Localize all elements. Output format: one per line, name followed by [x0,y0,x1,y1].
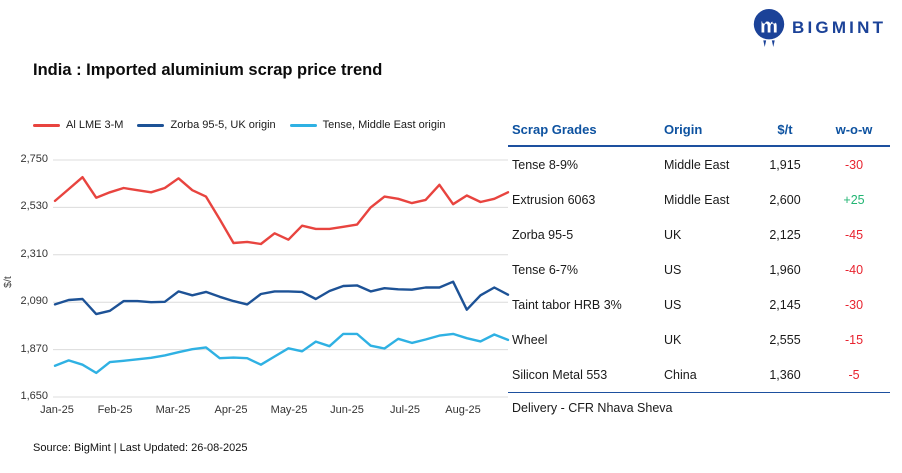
cell-grade: Tense 8-9% [512,157,579,172]
cell-grade: Wheel [512,332,548,347]
cell-wow-change: -30 [844,297,864,312]
source-note: Source: BigMint | Last Updated: 26-08-20… [33,442,248,454]
bigmint-monogram-icon: m [753,9,785,47]
cell-grade: Extrusion 6063 [512,192,596,207]
cell-price: 2,125 [769,227,801,242]
legend-swatch-icon [33,123,60,127]
table-row-6: Silicon Metal 553 China 1,360 -5 [508,357,890,392]
brand-name: BIGMINT [792,18,887,37]
cell-price: 1,960 [769,262,801,277]
cell-wow-change: -45 [844,227,864,242]
x-tick-label: Jun-25 [330,404,364,416]
cell-price: 2,600 [769,192,801,207]
legend-swatch-icon [289,123,317,127]
cell-origin: US [664,262,682,277]
x-tick-label: Jan-25 [40,404,74,416]
y-tick-label: 1,870 [20,342,48,355]
x-tick-label: Jul-25 [390,404,420,416]
y-tick-label: 2,750 [20,153,48,165]
cell-price: 2,145 [769,297,801,312]
table-row-5: Wheel UK 2,555 -15 [508,322,890,357]
x-tick-label: Apr-25 [214,404,248,416]
cell-wow-change: -5 [848,367,860,382]
svg-text:m: m [760,16,778,38]
cell-grade: Taint tabor HRB 3% [512,297,622,312]
price-trend-line-chart [53,159,510,398]
header-origin: Origin [664,122,703,137]
legend-swatch-icon [137,123,165,127]
table-row-1: Extrusion 6063 Middle East 2,600 +25 [508,182,890,217]
header-scrap-grades: Scrap Grades [512,122,597,137]
legend-label: Zorba 95-5, UK origin [170,119,276,131]
cell-wow-change: +25 [843,192,865,207]
table-row-4: Taint tabor HRB 3% US 2,145 -30 [508,287,890,322]
table-row-0: Tense 8-9% Middle East 1,915 -30 [508,147,890,182]
cell-grade: Zorba 95-5 [512,227,574,242]
x-tick-label: Aug-25 [445,404,481,416]
legend-item-1: Zorba 95-5, UK origin [137,119,276,131]
series-line-1 [53,280,510,316]
cell-wow-change: -15 [844,332,864,347]
x-tick-label: Mar-25 [155,404,191,416]
y-tick-label: 2,530 [20,200,48,213]
header-wow: w-o-w [835,122,873,137]
legend-item-0: Al LME 3-M [33,119,123,131]
y-tick-label: 2,310 [20,247,48,260]
table-header-row: Scrap Grades Origin $/t w-o-w [508,114,890,147]
y-tick-label: 1,650 [20,390,48,402]
cell-grade: Tense 6-7% [512,262,579,277]
table-footer: Delivery - CFR Nhava Sheva [508,392,890,423]
legend-label: Tense, Middle East origin [322,119,446,131]
cell-grade: Silicon Metal 553 [512,367,608,382]
cell-origin: US [664,297,682,312]
cell-price: 1,915 [769,157,801,172]
series-line-0 [53,176,510,246]
x-tick-label: May-25 [270,404,308,416]
cell-wow-change: -40 [844,262,864,277]
table-body: Tense 8-9% Middle East 1,915 -30 Extrusion 6… [508,147,890,392]
header-price: $/t [777,122,793,137]
cell-origin: UK [664,227,682,242]
legend-item-2: Tense, Middle East origin [289,119,446,131]
cell-origin: Middle East [664,157,730,172]
cell-origin: China [664,367,697,382]
x-tick-label: Feb-25 [97,404,133,416]
cell-origin: Middle East [664,192,730,207]
bigmint-logo: m BIGMINT [750,6,886,50]
legend-label: Al LME 3-M [66,119,124,131]
cell-price: 2,555 [769,332,801,347]
y-tick-label: 2,090 [20,295,48,308]
table-row-2: Zorba 95-5 UK 2,125 -45 [508,217,890,252]
table-row-3: Tense 6-7% US 1,960 -40 [508,252,890,287]
cell-price: 1,360 [769,367,801,382]
cell-origin: UK [664,332,682,347]
cell-wow-change: -30 [844,157,864,172]
chart-legend: Al LME 3-M Zorba 95-5, UK origin Tense, Mi… [33,119,446,131]
series-line-2 [53,332,510,375]
scrap-price-table: Scrap Grades Origin $/t w-o-w Tense 8-9%… [508,114,890,423]
page-title: India : Imported aluminium scrap price t… [33,61,383,79]
